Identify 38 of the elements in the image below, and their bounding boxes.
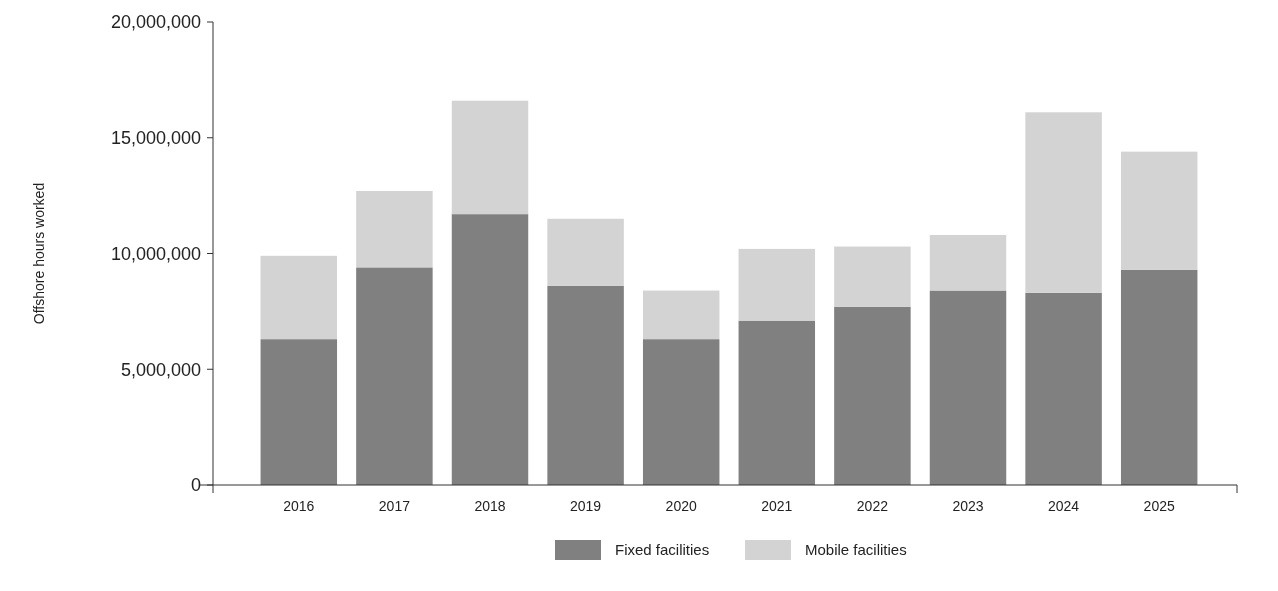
legend-label: Mobile facilities [805,541,907,559]
x-tick-label: 2022 [856,498,889,514]
y-tick-label: 0 [190,475,201,496]
bar [834,246,911,307]
bar [260,339,338,485]
x-tick-label: 2016 [283,498,315,514]
bar [451,100,529,215]
bar [356,191,433,268]
x-tick-label: 2023 [952,498,984,514]
bar [547,285,624,485]
x-tick-label: 2025 [1143,498,1175,514]
x-tick-label: 2018 [474,498,506,514]
y-tick-label: 5,000,000 [120,359,201,380]
bar [1025,292,1102,485]
bar [451,214,529,485]
bar [1120,151,1198,270]
x-tick-label: 2019 [570,498,602,514]
bar [834,306,911,485]
y-tick-label: 20,000,000 [110,12,201,33]
x-tick-label: 2024 [1048,498,1080,514]
bar [929,234,1007,291]
bar [642,290,720,340]
y-axis-title: Offshore hours worked [31,182,47,325]
legend-label: Fixed facilities [615,541,710,559]
bar [356,267,433,485]
x-tick-label: 2021 [761,498,793,514]
x-tick-label: 2017 [378,498,411,514]
bar [738,320,816,485]
y-tick-label: 15,000,000 [110,128,201,149]
bar [260,255,338,340]
y-tick-label: 10,000,000 [110,243,201,264]
bar [1025,112,1102,293]
bar [929,290,1007,485]
x-tick-label: 2020 [665,498,697,514]
bar [642,339,720,485]
bar [547,218,624,286]
bar [738,248,816,321]
bar [1120,269,1198,485]
